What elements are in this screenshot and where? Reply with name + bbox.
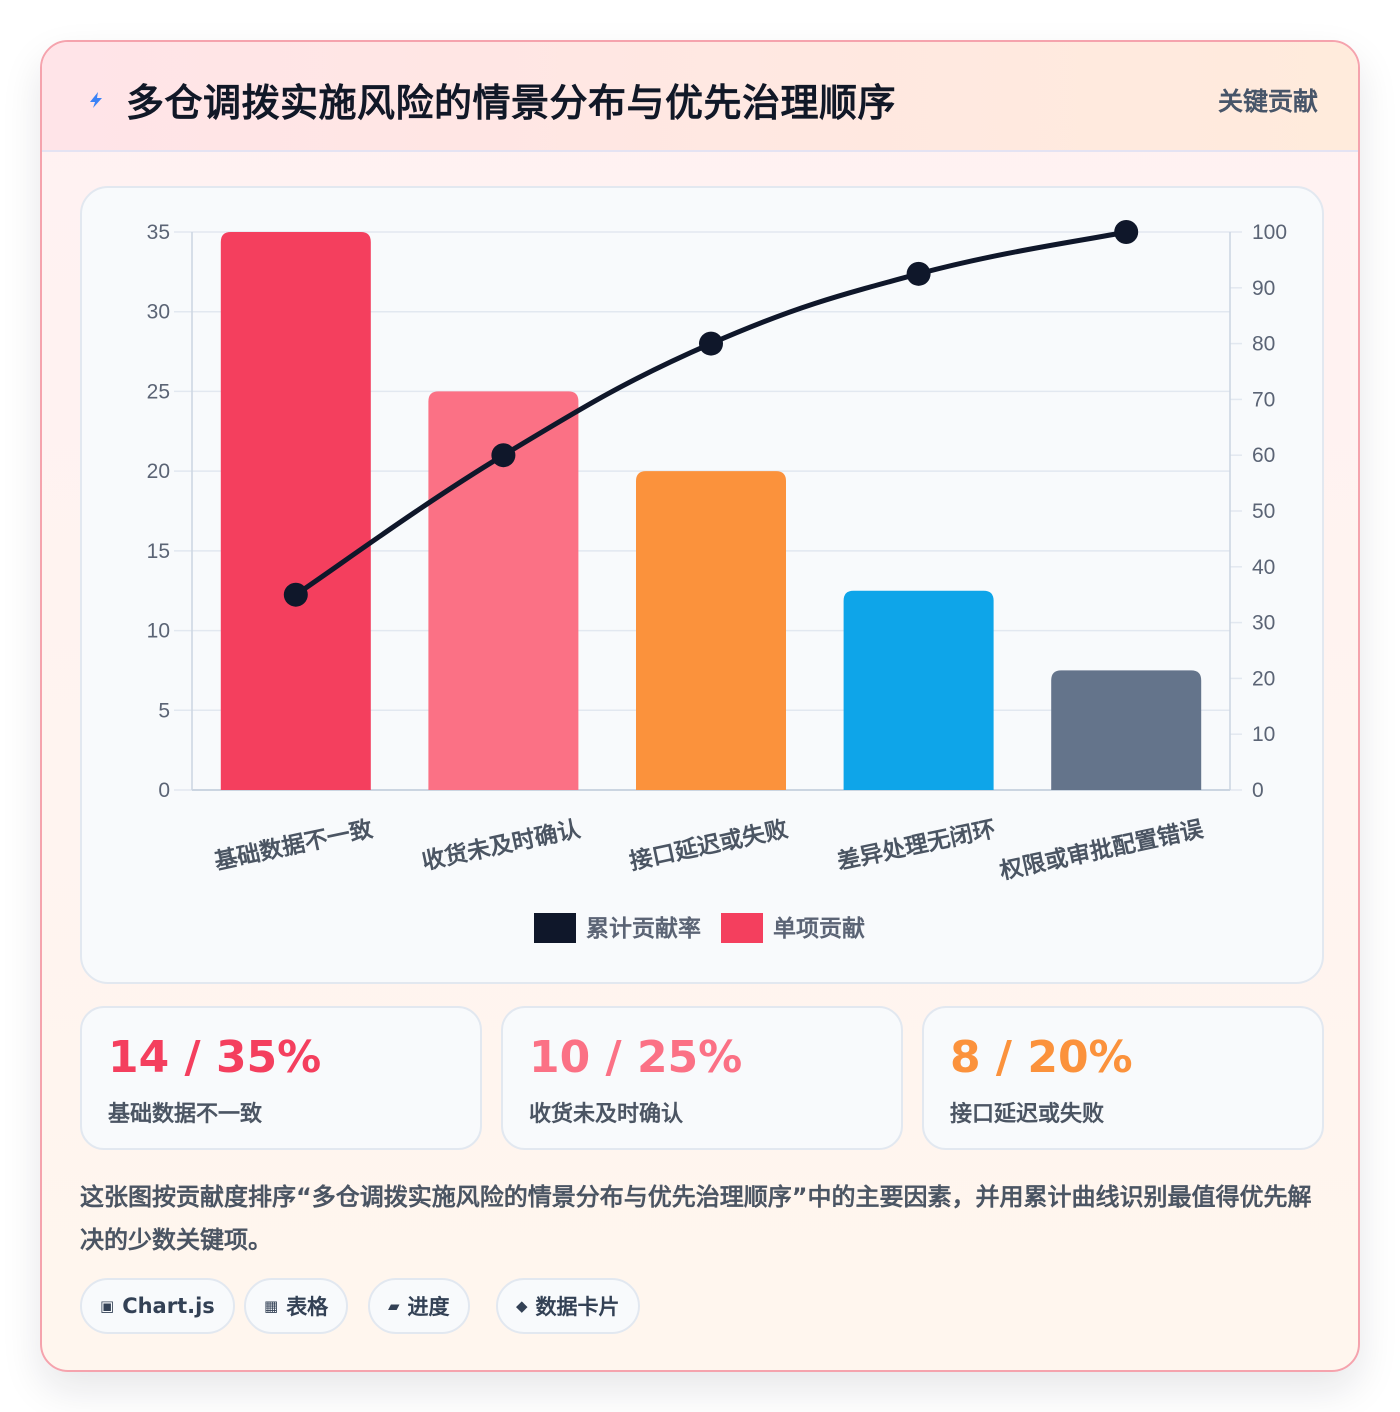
cumulative-line bbox=[283, 220, 1139, 607]
bars bbox=[220, 232, 1202, 790]
left-tick-label: 15 bbox=[147, 540, 170, 563]
right-tick-label: 10 bbox=[1252, 723, 1275, 746]
data-card-icon: ◆ bbox=[516, 1297, 528, 1315]
legend: 累计贡献率 单项贡献 bbox=[534, 913, 865, 943]
lightning-icon bbox=[90, 92, 102, 108]
legend-swatch[interactable] bbox=[721, 913, 763, 943]
left-tick-label: 20 bbox=[147, 460, 170, 483]
category-label: 权限或审批配置错误 bbox=[996, 815, 1206, 885]
stat-value: 14 / 35% bbox=[108, 1032, 322, 1083]
chart-description: 这张图按贡献度排序“多仓调拨实施风险的情景分布与优先治理顺序”中的主要因素，并用… bbox=[80, 1183, 1312, 1254]
chart-panel: 0 5 10 15 20 25 30 35 0 10 20 30 40 50 60 70 80 90 100 基础… bbox=[80, 186, 1324, 984]
left-tick-label: 30 bbox=[147, 301, 170, 324]
line-point[interactable] bbox=[283, 582, 308, 607]
category-label: 接口延迟或失败 bbox=[627, 816, 790, 875]
right-tick-label: 90 bbox=[1252, 277, 1275, 300]
right-tick-label: 50 bbox=[1252, 500, 1275, 523]
header-badge: 关键贡献 bbox=[1217, 87, 1318, 116]
bar[interactable] bbox=[636, 471, 786, 790]
stat-label: 收货未及时确认 bbox=[529, 1102, 684, 1127]
chart-icon: ▣ bbox=[100, 1297, 115, 1315]
stat-card-2: 10 / 25% 收货未及时确认 bbox=[501, 1006, 903, 1150]
bar[interactable] bbox=[1051, 670, 1202, 790]
chip-progress[interactable]: ▰ 进度 bbox=[368, 1278, 470, 1334]
stat-label: 基础数据不一致 bbox=[108, 1102, 263, 1127]
line-point[interactable] bbox=[1114, 220, 1139, 244]
left-y-axis: 0 5 10 15 20 25 30 35 bbox=[147, 221, 193, 802]
x-axis-labels: 基础数据不一致 收货未及时确认 接口延迟或失败 差异处理无闭环 权限或审批配置错误 bbox=[212, 815, 1206, 885]
stat-label: 接口延迟或失败 bbox=[950, 1102, 1105, 1127]
right-tick-label: 40 bbox=[1252, 556, 1275, 579]
right-tick-label: 80 bbox=[1252, 333, 1275, 356]
category-label: 基础数据不一致 bbox=[212, 815, 376, 875]
chip-label: 数据卡片 bbox=[535, 1295, 620, 1319]
legend-swatch[interactable] bbox=[534, 913, 576, 943]
bar[interactable] bbox=[843, 590, 994, 790]
stat-card-3: 8 / 20% 接口延迟或失败 bbox=[922, 1006, 1324, 1150]
category-label: 差异处理无闭环 bbox=[835, 815, 998, 875]
chip-data-card[interactable]: ◆ 数据卡片 bbox=[496, 1278, 640, 1334]
line-point[interactable] bbox=[906, 261, 931, 286]
chip-label: 进度 bbox=[407, 1295, 450, 1319]
page-title: 多仓调拨实施风险的情景分布与优先治理顺序 bbox=[126, 81, 897, 125]
category-label: 收货未及时确认 bbox=[420, 815, 583, 875]
right-tick-label: 60 bbox=[1252, 444, 1275, 467]
left-tick-label: 25 bbox=[147, 380, 170, 403]
right-tick-label: 70 bbox=[1252, 388, 1275, 411]
progress-icon: ▰ bbox=[388, 1297, 400, 1315]
left-tick-label: 10 bbox=[147, 620, 170, 643]
left-tick-label: 5 bbox=[158, 699, 170, 722]
line-point[interactable] bbox=[699, 331, 723, 356]
chip-table[interactable]: ▦ 表格 bbox=[244, 1278, 349, 1334]
chip-chartjs[interactable]: ▣ Chart.js bbox=[80, 1278, 235, 1334]
legend-label[interactable]: 累计贡献率 bbox=[586, 915, 701, 942]
bar[interactable] bbox=[220, 232, 371, 790]
stat-value: 10 / 25% bbox=[529, 1032, 743, 1083]
stat-card-1: 14 / 35% 基础数据不一致 bbox=[80, 1006, 482, 1150]
chip-label: Chart.js bbox=[122, 1294, 215, 1318]
line-point[interactable] bbox=[491, 443, 516, 468]
legend-label[interactable]: 单项贡献 bbox=[773, 916, 865, 942]
left-tick-label: 35 bbox=[147, 221, 170, 244]
right-tick-label: 0 bbox=[1252, 779, 1264, 802]
right-tick-label: 100 bbox=[1252, 221, 1287, 244]
bar[interactable] bbox=[428, 391, 579, 790]
pareto-chart: 0 5 10 15 20 25 30 35 0 10 20 30 40 50 60 70 80 90 100 基础… bbox=[147, 220, 1287, 943]
pareto-card: 多仓调拨实施风险的情景分布与优先治理顺序 关键贡献 0 5 10 15 20 25 30 35… bbox=[40, 40, 1360, 1372]
stat-value: 8 / 20% bbox=[950, 1032, 1133, 1083]
right-tick-label: 20 bbox=[1252, 667, 1275, 690]
chip-label: 表格 bbox=[286, 1295, 329, 1319]
left-tick-label: 0 bbox=[158, 779, 170, 802]
right-tick-label: 30 bbox=[1252, 612, 1275, 635]
table-icon: ▦ bbox=[264, 1297, 279, 1315]
card-header: 多仓调拨实施风险的情景分布与优先治理顺序 关键贡献 bbox=[42, 42, 1358, 152]
